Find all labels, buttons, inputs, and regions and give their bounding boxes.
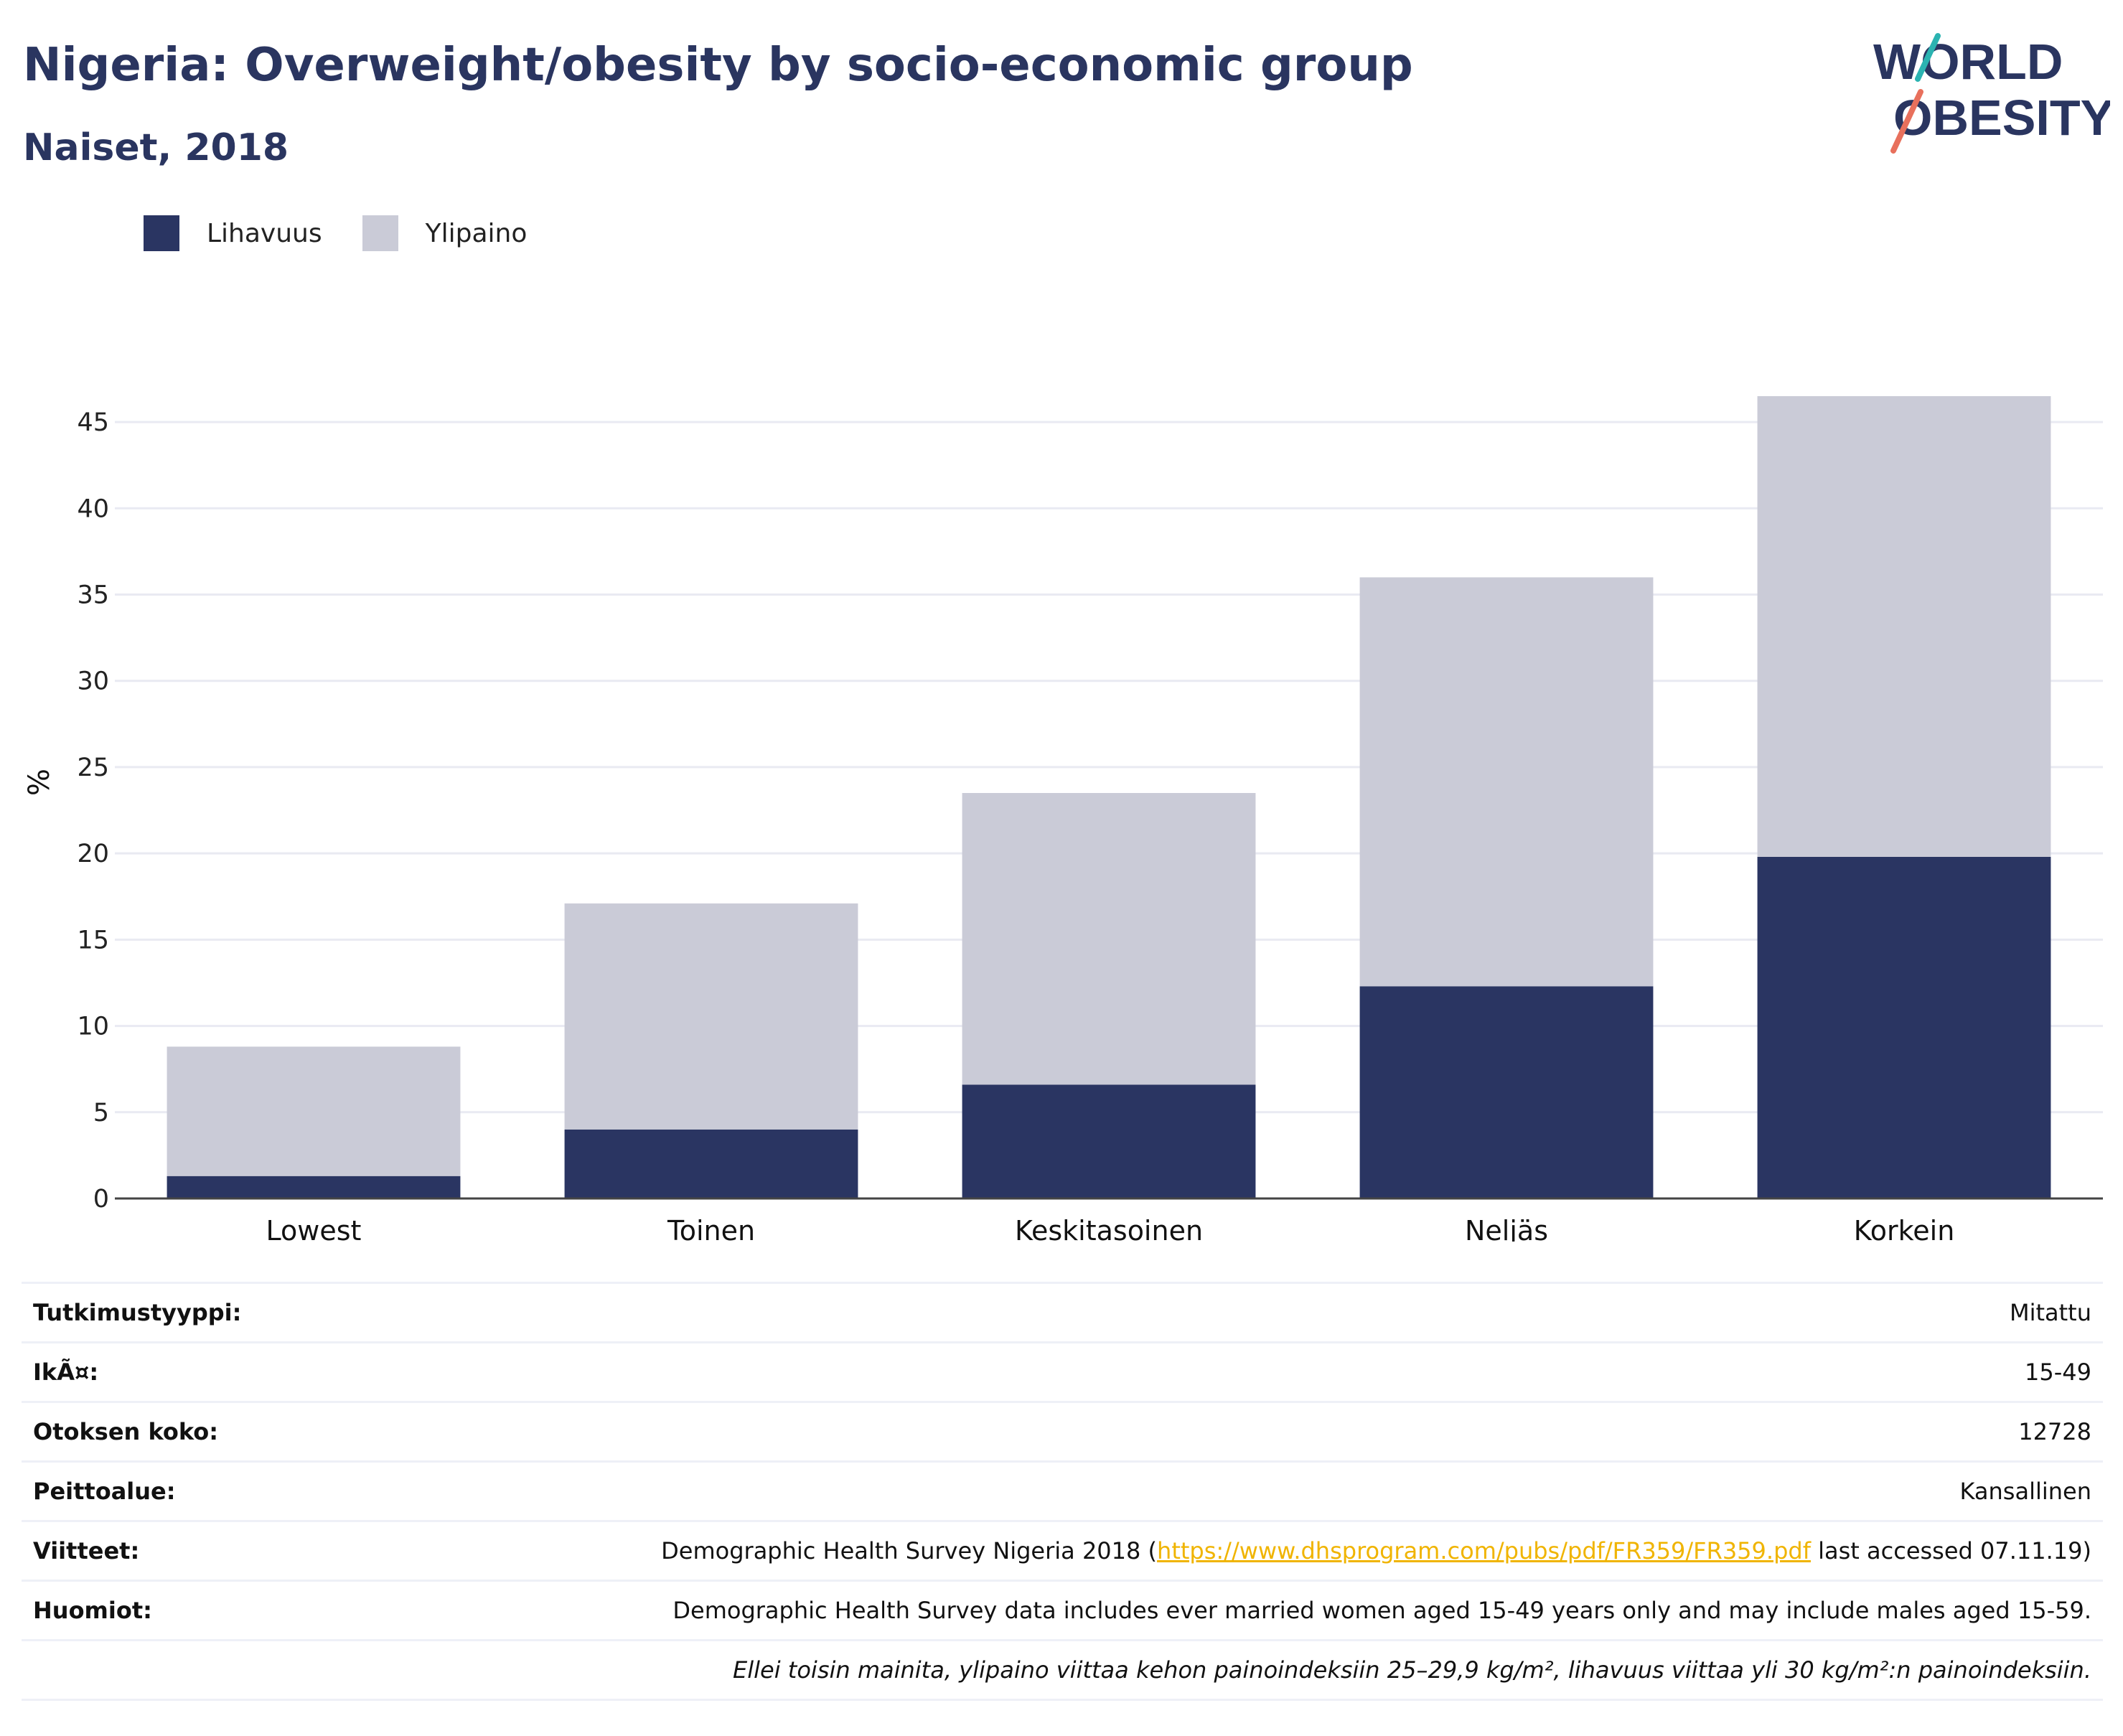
info-label: Tutkimustyyppi:	[33, 1299, 242, 1326]
axes: 0 5 10 15 20 25 30 35 40 45 Lowest Toinen Keskitasoi…	[77, 408, 2103, 1242]
bar-lihavuus-lowest	[167, 1176, 461, 1198]
info-label: Peittoalue:	[33, 1478, 176, 1505]
chart-subtitle: Naiset, 2018	[23, 126, 289, 169]
info-row-sample-size: Otoksen koko: 12728	[22, 1403, 2103, 1463]
bar-lihavuus-toinen	[564, 1129, 858, 1198]
x-tick-label: Neljäs	[1465, 1215, 1548, 1242]
x-tick-label: Toinen	[667, 1215, 755, 1242]
y-tick-label: 45	[77, 408, 109, 437]
y-tick-label: 30	[77, 667, 109, 696]
legend-swatch-lihavuus	[144, 215, 179, 251]
y-tick-label: 40	[77, 494, 109, 523]
bar-lihavuus-neljäs	[1359, 986, 1654, 1198]
chart-title: Nigeria: Overweight/obesity by socio-eco…	[23, 39, 1413, 92]
x-tick-label: Korkein	[1854, 1215, 1955, 1242]
reference-prefix: Demographic Health Survey Nigeria 2018 (	[661, 1537, 1158, 1564]
stacked-bar-chart: 0 5 10 15 20 25 30 35 40 45 Lowest Toinen Keskitasoi…	[23, 396, 2103, 1242]
y-tick-label: 20	[77, 840, 109, 868]
y-tick-label: 10	[77, 1013, 109, 1041]
chart-legend: Lihavuus Ylipaino	[144, 212, 567, 255]
info-label: Otoksen koko:	[33, 1418, 219, 1445]
y-tick-label: 15	[77, 926, 109, 954]
info-value: 12728	[2018, 1418, 2091, 1445]
logo-word-2: OBESITY	[1893, 90, 2110, 146]
legend-item-ylipaino[interactable]: Ylipaino	[362, 215, 528, 251]
bar-ylipaino-keskitasoinen	[962, 793, 1256, 1085]
footnote-text: Ellei toisin mainita, ylipaino viittaa k…	[733, 1656, 2091, 1684]
info-row-age: IkÃ¤: 15-49	[22, 1343, 2103, 1403]
legend-label-ylipaino: Ylipaino	[425, 218, 528, 248]
logo-word-1: WORLD	[1873, 34, 2063, 90]
info-row-references: Viitteet: Demographic Health Survey Nige…	[22, 1522, 2103, 1582]
y-tick-label: 0	[93, 1185, 109, 1214]
reference-suffix: last accessed 07.11.19)	[1810, 1537, 2091, 1564]
info-row-study-type: Tutkimustyyppi: Mitattu	[22, 1284, 2103, 1343]
bar-ylipaino-korkein	[1757, 396, 2051, 857]
y-axis-label: %	[23, 769, 56, 796]
bar-ylipaino-lowest	[167, 1046, 461, 1176]
bar-lihavuus-keskitasoinen	[962, 1084, 1256, 1198]
y-tick-label: 25	[77, 754, 109, 782]
info-label: Huomiot:	[33, 1597, 152, 1624]
info-label: Viitteet:	[33, 1537, 140, 1564]
logo-slash-red	[1890, 89, 1923, 154]
info-value: Kansallinen	[1959, 1478, 2091, 1505]
info-value: Demographic Health Survey data includes …	[672, 1597, 2091, 1624]
info-table: Tutkimustyyppi: Mitattu IkÃ¤: 15-49 Otok…	[22, 1282, 2103, 1701]
info-row-notes: Huomiot: Demographic Health Survey data …	[22, 1582, 2103, 1641]
info-value: Demographic Health Survey Nigeria 2018 (…	[661, 1537, 2091, 1564]
legend-item-lihavuus[interactable]: Lihavuus	[144, 215, 322, 251]
info-value: 15-49	[2025, 1359, 2091, 1386]
info-row-footnote: Ellei toisin mainita, ylipaino viittaa k…	[22, 1641, 2103, 1701]
x-tick-label: Lowest	[266, 1215, 362, 1242]
info-row-coverage: Peittoalue: Kansallinen	[22, 1463, 2103, 1522]
world-obesity-logo: WORLD OBESITY	[1873, 33, 2110, 154]
logo-slash-teal	[1915, 33, 1941, 82]
x-tick-label: Keskitasoinen	[1015, 1215, 1203, 1242]
info-value: Mitattu	[2009, 1299, 2091, 1326]
bar-lihavuus-korkein	[1757, 856, 2051, 1198]
bars	[167, 396, 2051, 1198]
y-tick-label: 5	[93, 1099, 109, 1127]
reference-link[interactable]: https://www.dhsprogram.com/pubs/pdf/FR35…	[1157, 1537, 1811, 1564]
info-label: IkÃ¤:	[33, 1359, 99, 1386]
bar-ylipaino-neljäs	[1359, 577, 1654, 987]
y-tick-label: 35	[77, 581, 109, 610]
bar-ylipaino-toinen	[564, 903, 858, 1130]
legend-label-lihavuus: Lihavuus	[207, 218, 322, 248]
legend-swatch-ylipaino	[362, 215, 398, 251]
